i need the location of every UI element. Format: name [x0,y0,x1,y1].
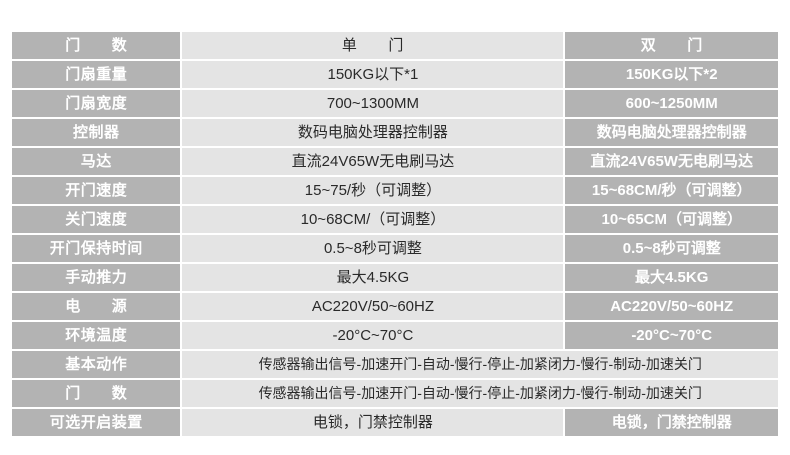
cell-single-door-header: 单 门 [182,32,564,59]
cell-double-open-speed: 15~68CM/秒（可调整） [565,177,778,204]
cell-double-close-speed: 10~65CM（可调整） [565,206,778,233]
row-label-door-count-header: 门 数 [12,32,181,59]
cell-single-open-speed: 15~75/秒（可调整） [182,177,564,204]
table-row: 控制器 数码电脑处理器控制器 数码电脑处理器控制器 [12,119,778,146]
table-row: 基本动作 传感器输出信号-加速开门-自动-慢行-停止-加紧闭力-慢行-制动-加速… [12,351,778,378]
cell-double-optional-opening-device: 电锁，门禁控制器 [565,409,778,436]
table-row: 门扇宽度 700~1300MM 600~1250MM [12,90,778,117]
row-label-ambient-temperature: 环境温度 [12,322,181,349]
table-row: 可选开启装置 电锁，门禁控制器 电锁，门禁控制器 [12,409,778,436]
cell-double-ambient-temperature: -20°C~70°C [565,322,778,349]
cell-single-close-speed: 10~68CM/（可调整） [182,206,564,233]
cell-merged-door-count-repeat: 传感器输出信号-加速开门-自动-慢行-停止-加紧闭力-慢行-制动-加速关门 [182,380,778,407]
row-label-door-count-repeat: 门 数 [12,380,181,407]
cell-single-optional-opening-device: 电锁，门禁控制器 [182,409,564,436]
cell-double-motor: 直流24V65W无电刷马达 [565,148,778,175]
cell-single-leaf-width: 700~1300MM [182,90,564,117]
cell-single-motor: 直流24V65W无电刷马达 [182,148,564,175]
row-label-basic-action: 基本动作 [12,351,181,378]
table-row: 开门速度 15~75/秒（可调整） 15~68CM/秒（可调整） [12,177,778,204]
row-label-hold-open-time: 开门保持时间 [12,235,181,262]
cell-single-leaf-weight: 150KG以下*1 [182,61,564,88]
table-row: 手动推力 最大4.5KG 最大4.5KG [12,264,778,291]
row-label-motor: 马达 [12,148,181,175]
row-label-power-supply: 电 源 [12,293,181,320]
table-row: 门 数 单 门 双 门 [12,32,778,59]
row-label-manual-push-force: 手动推力 [12,264,181,291]
table-row: 门扇重量 150KG以下*1 150KG以下*2 [12,61,778,88]
cell-double-hold-open-time: 0.5~8秒可调整 [565,235,778,262]
cell-double-leaf-weight: 150KG以下*2 [565,61,778,88]
cell-single-ambient-temperature: -20°C~70°C [182,322,564,349]
cell-double-controller: 数码电脑处理器控制器 [565,119,778,146]
row-label-open-speed: 开门速度 [12,177,181,204]
row-label-close-speed: 关门速度 [12,206,181,233]
cell-double-power-supply: AC220V/50~60HZ [565,293,778,320]
table-row: 关门速度 10~68CM/（可调整） 10~65CM（可调整） [12,206,778,233]
table-row: 马达 直流24V65W无电刷马达 直流24V65W无电刷马达 [12,148,778,175]
specification-table: 门 数 单 门 双 门 门扇重量 150KG以下*1 150KG以下*2 门扇宽… [10,30,780,438]
specification-table-body: 门 数 单 门 双 门 门扇重量 150KG以下*1 150KG以下*2 门扇宽… [12,32,778,436]
cell-double-leaf-width: 600~1250MM [565,90,778,117]
row-label-leaf-width: 门扇宽度 [12,90,181,117]
table-row: 开门保持时间 0.5~8秒可调整 0.5~8秒可调整 [12,235,778,262]
table-row: 门 数 传感器输出信号-加速开门-自动-慢行-停止-加紧闭力-慢行-制动-加速关… [12,380,778,407]
cell-single-power-supply: AC220V/50~60HZ [182,293,564,320]
row-label-leaf-weight: 门扇重量 [12,61,181,88]
cell-single-hold-open-time: 0.5~8秒可调整 [182,235,564,262]
cell-merged-basic-action: 传感器输出信号-加速开门-自动-慢行-停止-加紧闭力-慢行-制动-加速关门 [182,351,778,378]
cell-single-controller: 数码电脑处理器控制器 [182,119,564,146]
row-label-controller: 控制器 [12,119,181,146]
table-row: 环境温度 -20°C~70°C -20°C~70°C [12,322,778,349]
cell-double-door-header: 双 门 [565,32,778,59]
cell-single-manual-push-force: 最大4.5KG [182,264,564,291]
table-row: 电 源 AC220V/50~60HZ AC220V/50~60HZ [12,293,778,320]
row-label-optional-opening-device: 可选开启装置 [12,409,181,436]
cell-double-manual-push-force: 最大4.5KG [565,264,778,291]
